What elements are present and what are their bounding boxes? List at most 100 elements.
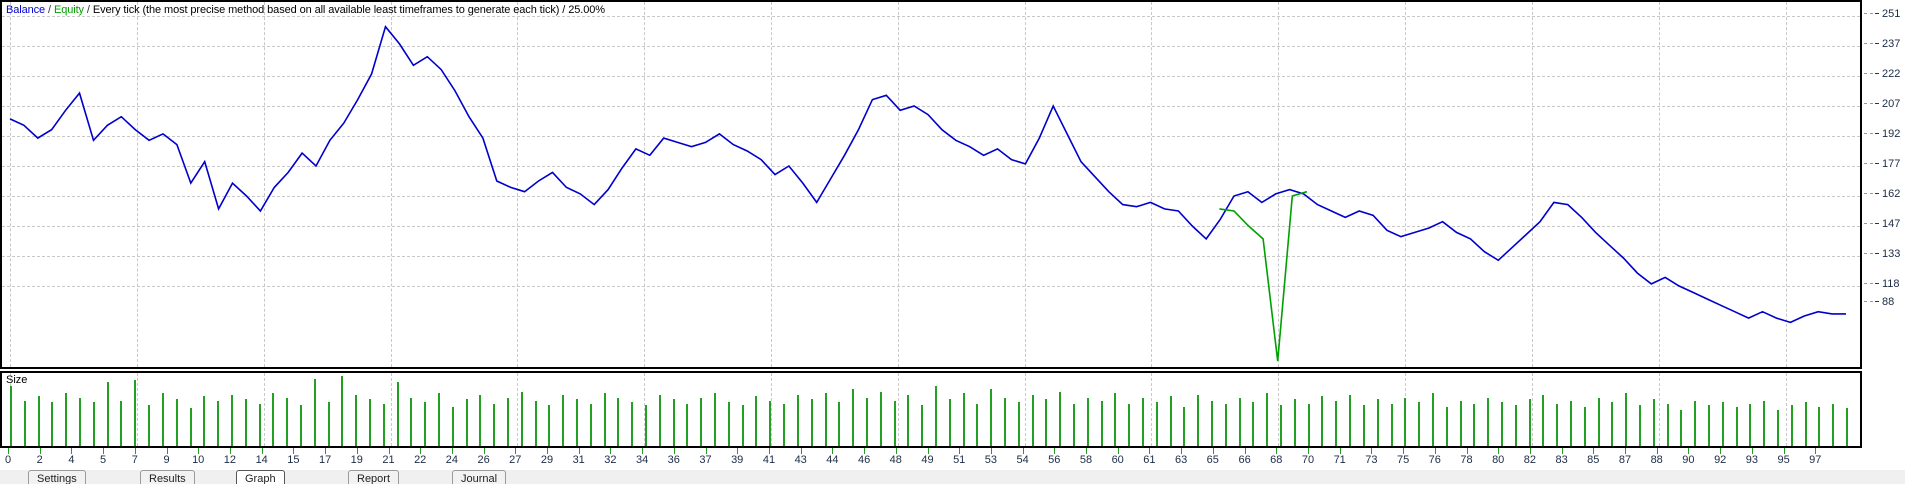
y-tick-label: 251: [1882, 8, 1901, 20]
size-bar: [810, 399, 813, 446]
x-axis-label: 37: [699, 454, 712, 466]
gridline-vertical: [1278, 2, 1280, 367]
y-axis-tick: 192: [1862, 128, 1905, 140]
tab-journal[interactable]: Journal: [452, 470, 507, 484]
y-tick-mark: [1875, 133, 1879, 134]
gridline-vertical: [517, 373, 519, 446]
x-axis-tickmark: [261, 448, 263, 454]
y-axis-tick: 207: [1862, 98, 1905, 110]
x-axis-label: 51: [953, 454, 966, 466]
size-bar: [1197, 394, 1200, 446]
size-bar: [1611, 402, 1614, 446]
gridline-vertical: [897, 2, 899, 367]
x-axis-label: 70: [1301, 454, 1315, 466]
size-bar: [465, 399, 468, 446]
size-bar: [1155, 402, 1158, 446]
y-tick-label: 177: [1882, 158, 1901, 170]
size-bar: [65, 393, 68, 446]
y-tick-mark: [1875, 163, 1879, 164]
tab-report[interactable]: Report: [348, 470, 400, 484]
size-bar: [617, 397, 620, 446]
bottom-tab-strip[interactable]: Settings Results Graph Report Journal: [0, 470, 1905, 484]
x-axis-tickmark: [1751, 448, 1753, 454]
equity-chart-panel[interactable]: Balance / Equity / Every tick (the most …: [0, 0, 1862, 369]
x-axis-label: 76: [1428, 454, 1441, 466]
x-axis-label: 88: [1650, 454, 1663, 466]
gridline-horizontal: [2, 76, 1860, 77]
size-bar: [1376, 399, 1379, 446]
size-bar: [1307, 403, 1310, 446]
x-axis-label: 82: [1523, 454, 1537, 466]
x-axis-label: 43: [794, 454, 807, 466]
x-axis-label: 41: [762, 454, 776, 466]
x-axis-tickmark: [1276, 448, 1278, 454]
size-bar: [879, 392, 882, 446]
gridline-vertical: [517, 2, 519, 367]
x-axis-tickmark: [451, 448, 453, 454]
gridline-horizontal: [2, 16, 1860, 17]
x-axis-tickmark: [1403, 448, 1405, 454]
size-bar: [1252, 402, 1255, 446]
size-bar: [1266, 393, 1269, 446]
size-bar: [1818, 406, 1821, 446]
gridline-vertical: [136, 2, 138, 367]
size-bar: [1790, 405, 1793, 446]
size-bar: [1059, 392, 1062, 446]
size-bar: [134, 380, 137, 446]
size-bar: [327, 402, 330, 446]
tab-settings[interactable]: Settings: [28, 470, 86, 484]
size-bar: [51, 402, 54, 446]
series-line-balance: [10, 27, 1846, 323]
size-bar: [548, 405, 551, 446]
size-bar: [783, 403, 786, 446]
x-axis-label: 14: [255, 454, 268, 466]
x-axis-label: 0: [4, 454, 12, 466]
x-axis-label: 9: [163, 454, 170, 466]
balance-equity-series: [2, 2, 1860, 367]
y-tick-dash: [1864, 253, 1873, 254]
x-axis-label: 80: [1492, 454, 1505, 466]
legend-separator-2: /: [86, 4, 90, 16]
size-bar: [1349, 394, 1351, 446]
x-axis-label: 61: [1143, 454, 1156, 466]
x-axis-tickmark: [1181, 448, 1183, 454]
size-bar: [1390, 403, 1393, 446]
size-bar: [79, 397, 81, 446]
size-bar: [10, 386, 12, 446]
gridline-horizontal: [2, 46, 1860, 47]
size-bar: [658, 394, 661, 446]
y-tick-label: 88: [1882, 296, 1895, 308]
gridline-horizontal: [2, 106, 1860, 107]
gridline-vertical: [1024, 373, 1026, 446]
x-axis-tickmark: [1625, 448, 1626, 454]
gridline-vertical: [1785, 2, 1787, 367]
x-axis-tickmark: [39, 448, 41, 454]
size-bar: [1128, 403, 1131, 446]
x-axis-label: 44: [826, 454, 839, 466]
gridline-vertical: [1658, 2, 1660, 367]
y-tick-label: 147: [1882, 218, 1901, 230]
size-bar: [714, 393, 716, 446]
size-bar: [1694, 400, 1697, 446]
size-panel[interactable]: Size: [0, 371, 1862, 448]
gridline-vertical: [1405, 2, 1407, 367]
gridline-vertical: [10, 2, 11, 367]
size-bar: [175, 399, 178, 446]
size-bar: [1431, 393, 1434, 446]
tab-graph[interactable]: Graph: [236, 470, 285, 484]
x-axis-tickmark: [1593, 448, 1595, 454]
size-bar: [962, 393, 965, 446]
size-bar: [1321, 396, 1324, 446]
gridline-horizontal: [2, 286, 1860, 287]
y-tick-dash: [1864, 301, 1873, 302]
y-tick-dash: [1864, 43, 1873, 44]
x-axis-tickmark: [356, 448, 358, 454]
tab-results[interactable]: Results: [140, 470, 195, 484]
x-axis-tickmark: [103, 448, 105, 454]
size-bar: [396, 381, 399, 446]
x-axis-tickmark: [1688, 448, 1690, 454]
size-bar: [1045, 399, 1048, 446]
x-axis-label: 90: [1682, 454, 1695, 466]
y-tick-label: 222: [1882, 68, 1901, 80]
size-bar: [727, 402, 730, 446]
